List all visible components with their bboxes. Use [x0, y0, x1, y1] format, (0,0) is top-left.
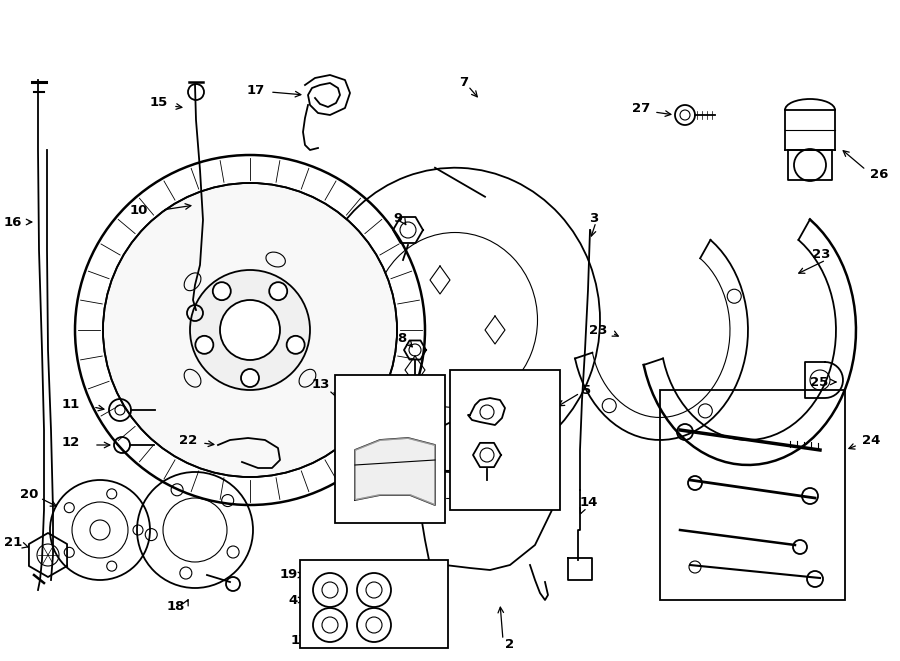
Text: 25: 25 [810, 377, 828, 389]
Circle shape [269, 282, 287, 300]
Bar [300, 560, 448, 648]
Text: 20: 20 [20, 488, 38, 502]
Bar [450, 370, 560, 510]
Text: 17: 17 [247, 83, 265, 97]
Text: 23: 23 [589, 323, 607, 336]
Text: 18: 18 [166, 600, 185, 613]
Circle shape [103, 183, 397, 477]
Circle shape [190, 270, 310, 390]
Text: 12: 12 [62, 436, 80, 449]
Circle shape [212, 282, 230, 300]
Text: 4: 4 [289, 594, 298, 607]
Text: 16: 16 [4, 215, 22, 229]
Text: 1: 1 [291, 633, 300, 646]
Bar [660, 390, 845, 600]
Text: 6: 6 [548, 428, 557, 442]
Text: 21: 21 [4, 537, 22, 549]
Text: 24: 24 [862, 434, 880, 446]
Circle shape [220, 300, 280, 360]
Text: 8: 8 [398, 332, 407, 344]
Text: 9: 9 [394, 212, 403, 225]
Circle shape [287, 336, 305, 354]
Text: 26: 26 [870, 169, 888, 182]
Text: 13: 13 [311, 379, 330, 391]
Text: 27: 27 [632, 102, 650, 114]
Polygon shape [355, 438, 435, 505]
Circle shape [195, 336, 213, 354]
Text: 14: 14 [580, 496, 598, 510]
Text: 3: 3 [589, 212, 598, 225]
Text: 7: 7 [459, 75, 468, 89]
Text: 11: 11 [62, 399, 80, 412]
Text: 15: 15 [149, 97, 168, 110]
Text: 5: 5 [582, 383, 591, 397]
Text: 10: 10 [130, 204, 148, 217]
Text: 2: 2 [505, 639, 514, 652]
Text: 22: 22 [179, 434, 197, 446]
Circle shape [241, 369, 259, 387]
Bar [335, 375, 445, 523]
Text: 23: 23 [812, 249, 830, 262]
Text: 19: 19 [280, 568, 298, 582]
